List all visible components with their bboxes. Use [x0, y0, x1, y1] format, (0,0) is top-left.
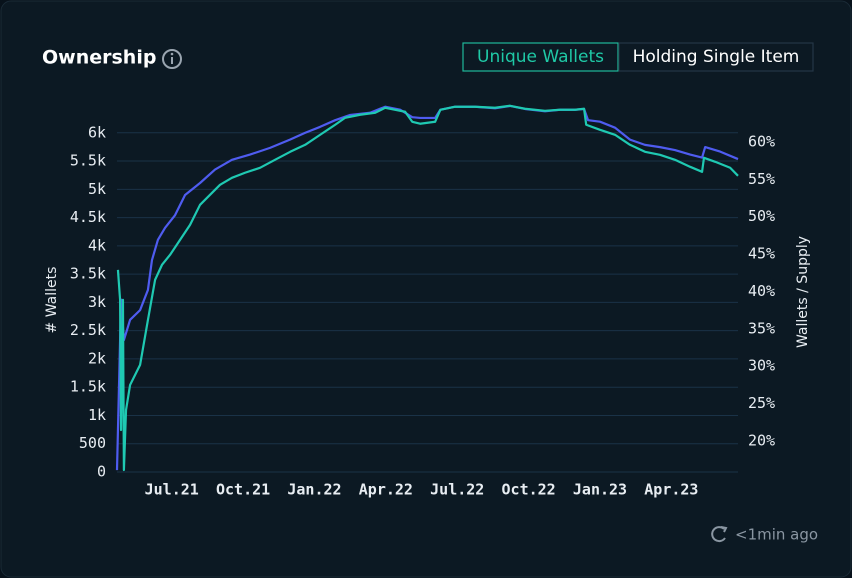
- x-tick-label: Oct.21: [216, 481, 270, 499]
- data-line: [116, 104, 739, 472]
- y2-tick-label: 30%: [748, 357, 775, 375]
- title: Ownership: [42, 47, 156, 69]
- toggle-button[interactable]: [462, 42, 619, 72]
- y2-tick-label: 40%: [748, 282, 775, 300]
- updated-time: <1min ago: [735, 526, 818, 544]
- x-tick-label: Apr.22: [359, 481, 413, 499]
- y-tick-label: 2.5k: [70, 321, 106, 339]
- y2-axis-title: Wallets / Supply: [795, 236, 811, 348]
- y-axis-title: # Wallets: [44, 267, 60, 334]
- y-tick-label: 3.5k: [70, 265, 106, 283]
- y2-tick-label: 45%: [748, 245, 775, 263]
- y-tick-label: 1k: [88, 406, 106, 424]
- y-tick-label: 1.5k: [70, 378, 106, 396]
- y2-tick-label: 50%: [748, 207, 775, 225]
- y-tick-label: 2k: [88, 349, 106, 367]
- toggle-label[interactable]: Unique Wallets: [477, 47, 604, 67]
- y-tick-label: 500: [79, 434, 106, 452]
- toggle-button[interactable]: [618, 42, 814, 72]
- x-tick-label: Jul.22: [430, 481, 484, 499]
- y2-tick-label: 25%: [748, 394, 775, 412]
- y2-tick-label: 55%: [748, 170, 775, 188]
- y2-tick-label: 60%: [748, 132, 775, 150]
- x-tick-label: Jul.21: [145, 481, 199, 499]
- y-tick-label: 5k: [88, 180, 106, 198]
- y-tick-label: 5.5k: [70, 152, 106, 170]
- x-tick-label: Oct.22: [502, 481, 556, 499]
- x-tick-label: Jan.23: [573, 481, 627, 499]
- data-line: [115, 104, 739, 471]
- y2-tick-label: 35%: [748, 319, 775, 337]
- y-tick-label: 6k: [88, 123, 106, 141]
- y-tick-label: 3k: [88, 293, 106, 311]
- x-tick-label: Jan.22: [287, 481, 341, 499]
- y2-tick-label: 20%: [748, 431, 775, 449]
- toggle-label[interactable]: Holding Single Item: [633, 47, 800, 67]
- y-tick-label: 4.5k: [70, 208, 106, 226]
- y-tick-label: 0: [97, 463, 106, 481]
- info-icon[interactable]: [162, 49, 182, 69]
- refresh-icon[interactable]: [711, 526, 728, 543]
- x-tick-label: Apr.23: [644, 481, 698, 499]
- y-tick-label: 4k: [88, 236, 106, 254]
